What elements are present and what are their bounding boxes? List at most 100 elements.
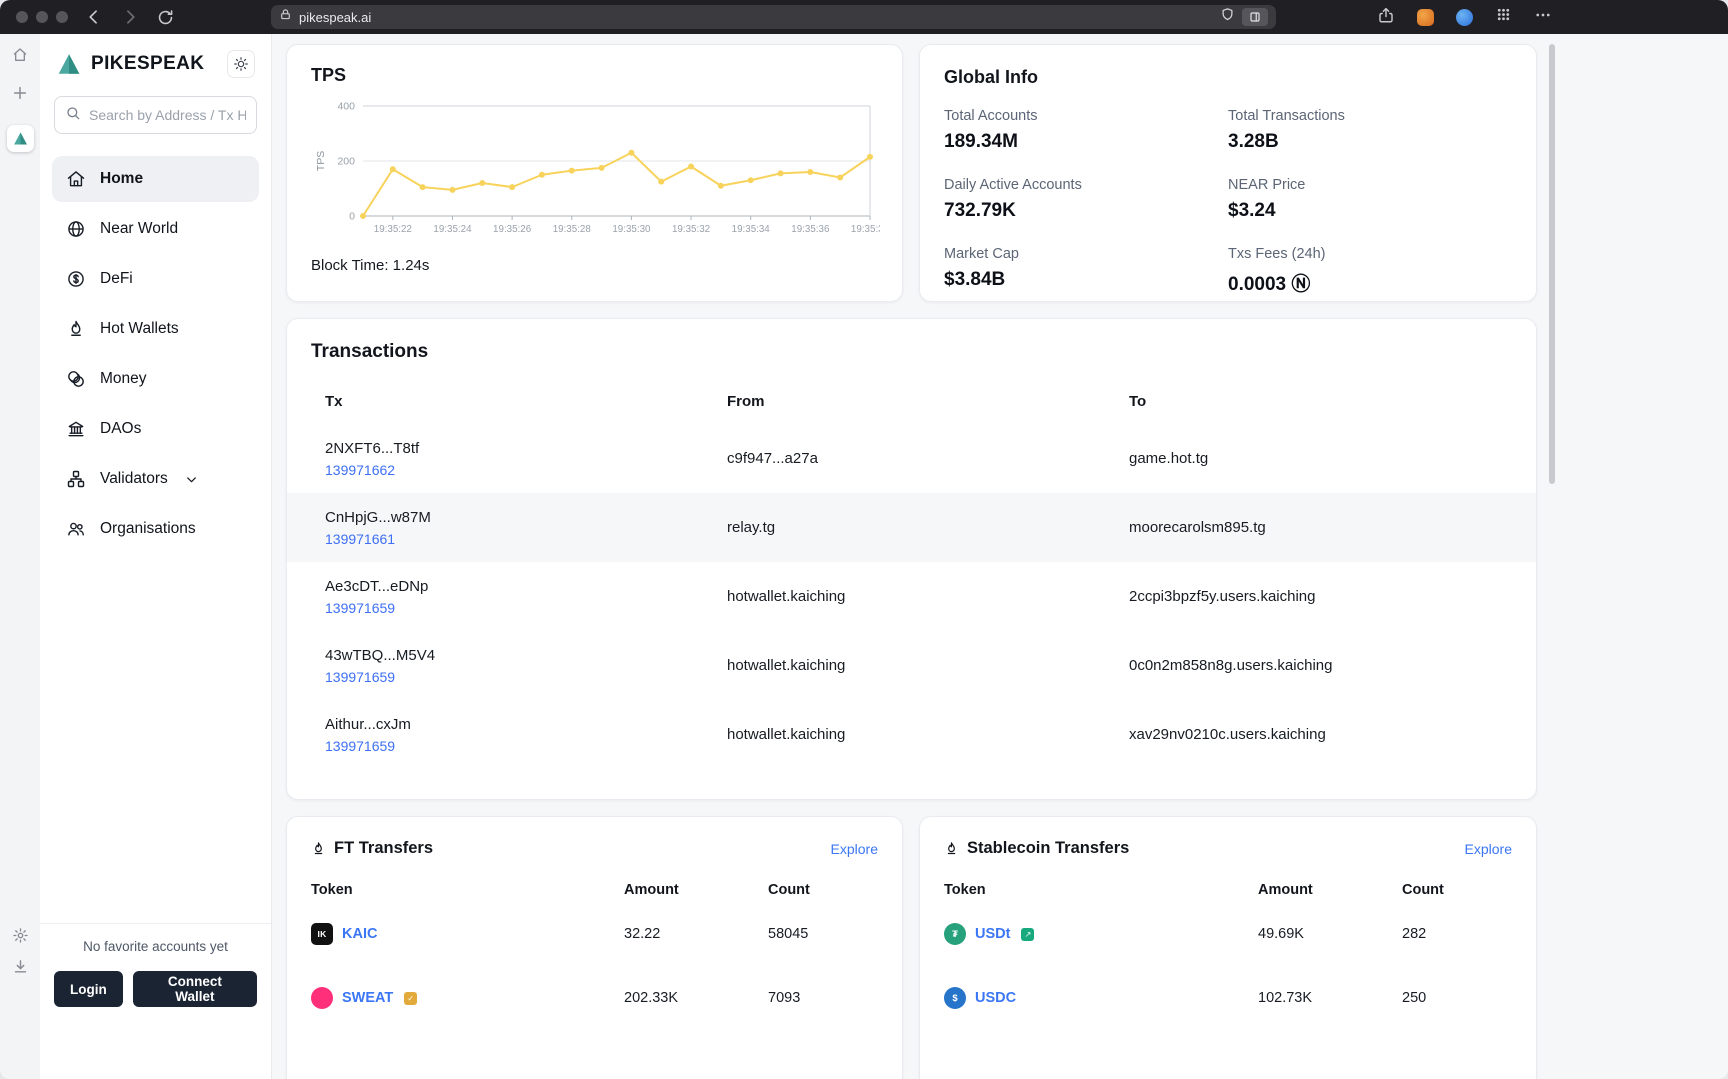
token-link[interactable]: USDC <box>975 990 1017 1006</box>
sidebar-item-money[interactable]: Money <box>52 356 259 402</box>
zoom-window-button[interactable] <box>56 11 68 23</box>
app-sidebar: PIKESPEAK Home Near World <box>40 34 272 1079</box>
flame-icon <box>311 841 326 856</box>
tx-from-account[interactable]: relay.tg <box>727 519 776 536</box>
token-amount: 32.22 <box>624 926 661 942</box>
tps-card: TPS 0 200 400 19:35:22 19:35:24 19:35:26 19:35… <box>286 44 903 302</box>
tps-chart: 0 200 400 19:35:22 19:35:24 19:35:26 19:35:28 1… <box>315 101 890 236</box>
sidebar-item-defi[interactable]: DeFi <box>52 256 259 302</box>
sidebar-item-hot-wallets[interactable]: Hot Wallets <box>52 306 259 352</box>
token-count: 58045 <box>768 926 809 942</box>
sidebar-item-near-world[interactable]: Near World <box>52 206 259 252</box>
column-header-amount: Amount <box>624 882 679 898</box>
usdc-token-icon: $ <box>944 987 966 1009</box>
table-row[interactable]: Aithur...cxJm 139971659 hotwallet.kaichin… <box>287 700 1536 769</box>
connect-wallet-button[interactable]: Connect Wallet <box>132 971 257 1007</box>
sidebar-item-label: Validators <box>100 470 168 487</box>
tx-hash: 2NXFT6...T8tf <box>325 439 420 457</box>
table-row[interactable]: CnHpjG...w87M 139971661 relay.tg moorecar… <box>287 493 1536 562</box>
tx-from-account[interactable]: c9f947...a27a <box>727 450 818 467</box>
global-info-title: Global Info <box>944 67 1038 87</box>
ft-explore-link[interactable]: Explore <box>830 840 878 857</box>
extension-icon-blue[interactable] <box>1456 8 1473 26</box>
table-row[interactable]: ₮ USDt ↗ 49.69K 282 <box>944 902 1512 966</box>
stat-value: 189.34M <box>944 131 1018 152</box>
block-height-link[interactable]: 139971661 <box>325 530 396 547</box>
global-info-card: Global Info Total Accounts 189.34M Total… <box>919 44 1537 302</box>
browser-rail <box>0 34 40 1079</box>
sidebar-nav: Home Near World DeFi Hot Wallets Money <box>40 154 271 554</box>
table-row[interactable]: IK KAIC 32.22 58045 <box>311 902 878 966</box>
settings-gear-icon[interactable] <box>12 927 29 944</box>
flame-icon <box>944 841 959 856</box>
url-text: pikespeak.ai <box>299 9 372 25</box>
contract-link-badge-icon: ↗ <box>1021 927 1035 941</box>
home-icon <box>66 169 86 189</box>
column-header-count: Count <box>768 882 810 898</box>
close-window-button[interactable] <box>16 11 28 23</box>
block-height-link[interactable]: 139971659 <box>325 599 396 616</box>
transactions-table-body: 2NXFT6...T8tf 139971662 c9f947...a27a gam… <box>287 424 1536 769</box>
tx-from-account[interactable]: hotwallet.kaiching <box>727 657 846 674</box>
page-scrollbar[interactable] <box>1549 44 1555 484</box>
theme-toggle-button[interactable] <box>227 50 255 78</box>
tx-to-account[interactable]: game.hot.tg <box>1129 450 1209 467</box>
token-amount: 202.33K <box>624 990 679 1006</box>
table-row[interactable]: 43wTBQ...M5V4 139971659 hotwallet.kaichin… <box>287 631 1536 700</box>
block-height-link[interactable]: 139971659 <box>325 668 396 685</box>
address-bar[interactable]: pikespeak.ai <box>271 5 1276 29</box>
minimize-window-button[interactable] <box>36 11 48 23</box>
reload-icon[interactable] <box>156 8 175 27</box>
tx-from-account[interactable]: hotwallet.kaiching <box>727 588 846 605</box>
sidebar-item-organisations[interactable]: Organisations <box>52 506 259 552</box>
tx-to-account[interactable]: 0c0n2m858n8g.users.kaiching <box>1129 657 1333 674</box>
search-box <box>54 96 257 134</box>
stablecoin-table-header: Token Amount Count <box>944 878 1512 902</box>
downloads-icon[interactable] <box>12 958 29 975</box>
svg-text:19:35:30: 19:35:30 <box>612 224 651 235</box>
network-nodes-icon <box>66 469 86 489</box>
new-tab-plus-icon[interactable] <box>12 85 28 101</box>
more-menu-icon[interactable] <box>1534 6 1552 29</box>
tx-to-account[interactable]: moorecarolsm895.tg <box>1129 519 1266 536</box>
stat-label: Txs Fees (24h) <box>1228 246 1326 262</box>
sidebar-item-daos[interactable]: DAOs <box>52 406 259 452</box>
people-icon <box>66 519 86 539</box>
forward-icon[interactable] <box>120 7 140 27</box>
table-row[interactable]: Ae3cDT...eDNp 139971659 hotwallet.kaichin… <box>287 562 1536 631</box>
search-input[interactable] <box>89 107 246 123</box>
svg-text:19:35:34: 19:35:34 <box>732 224 771 235</box>
bank-icon <box>66 419 86 439</box>
column-header-to: To <box>1129 393 1147 410</box>
tx-to-account[interactable]: xav29nv0210c.users.kaiching <box>1129 726 1326 743</box>
share-icon[interactable] <box>1377 6 1395 29</box>
token-link[interactable]: KAIC <box>342 926 378 942</box>
extension-icon-orange[interactable] <box>1417 8 1434 26</box>
table-row[interactable]: SWEAT ✓ 202.33K 7093 <box>311 966 878 1030</box>
sidebar-item-home[interactable]: Home <box>52 156 259 202</box>
token-count: 282 <box>1402 926 1427 942</box>
token-link[interactable]: USDt <box>975 926 1011 942</box>
page-preview-icon[interactable] <box>1242 8 1268 26</box>
sidebar-item-validators[interactable]: Validators <box>52 456 259 502</box>
token-link[interactable]: SWEAT <box>342 990 394 1006</box>
block-height-link[interactable]: 139971659 <box>325 737 396 754</box>
token-amount: 49.69K <box>1258 926 1304 942</box>
table-row[interactable]: $ USDC 102.73K 250 <box>944 966 1512 1030</box>
privacy-shield-icon[interactable] <box>1220 7 1235 27</box>
tx-to-account[interactable]: 2ccpi3bpzf5y.users.kaiching <box>1129 588 1316 605</box>
apps-grid-icon[interactable] <box>1495 6 1512 28</box>
sidebar-item-label: Home <box>100 170 144 187</box>
transactions-table-header: Tx From To <box>287 393 1536 410</box>
pikespeak-favicon-tab[interactable] <box>6 125 34 152</box>
table-row[interactable]: 2NXFT6...T8tf 139971662 c9f947...a27a gam… <box>287 424 1536 493</box>
stablecoin-explore-link[interactable]: Explore <box>1464 840 1512 857</box>
sidebar-item-label: DAOs <box>100 420 142 437</box>
login-button[interactable]: Login <box>54 971 123 1007</box>
block-height-link[interactable]: 139971662 <box>325 461 396 478</box>
rail-home-icon[interactable] <box>12 47 28 63</box>
back-icon[interactable] <box>84 7 104 27</box>
tx-from-account[interactable]: hotwallet.kaiching <box>727 726 846 743</box>
svg-text:19:35:36: 19:35:36 <box>791 224 830 235</box>
stat-label: Total Transactions <box>1228 108 1345 124</box>
